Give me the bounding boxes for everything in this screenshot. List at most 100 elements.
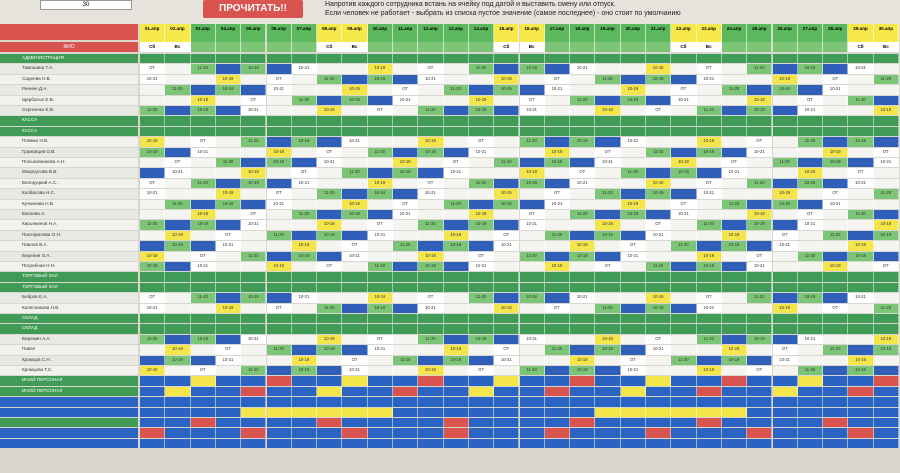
shift-cell[interactable] xyxy=(823,220,849,230)
shift-cell[interactable] xyxy=(241,147,267,157)
shift-cell[interactable] xyxy=(873,199,899,209)
top-cell[interactable]: 30 xyxy=(40,0,132,10)
shift-cell[interactable] xyxy=(494,376,520,386)
shift-cell[interactable] xyxy=(721,189,748,199)
shift-cell[interactable] xyxy=(823,168,849,178)
shift-cell[interactable] xyxy=(215,95,242,105)
shift-cell[interactable] xyxy=(519,54,545,64)
shift-cell[interactable]: 10-21 xyxy=(620,137,646,147)
shift-cell[interactable]: ОТ xyxy=(468,366,495,376)
shift-cell[interactable] xyxy=(671,64,697,74)
shift-cell[interactable] xyxy=(266,324,292,334)
shift-cell[interactable] xyxy=(848,54,874,64)
shift-cell[interactable] xyxy=(393,137,419,147)
shift-cell[interactable] xyxy=(140,314,166,324)
shift-cell[interactable] xyxy=(595,64,621,74)
shift-cell[interactable] xyxy=(595,293,621,303)
shift-cell[interactable] xyxy=(367,54,393,64)
shift-cell[interactable] xyxy=(165,126,191,137)
shift-cell[interactable] xyxy=(165,95,191,105)
shift-cell[interactable]: 10-19 xyxy=(190,95,216,105)
shift-cell[interactable] xyxy=(595,116,621,126)
shift-cell[interactable] xyxy=(570,147,596,157)
shift-cell[interactable] xyxy=(671,262,697,272)
shift-cell[interactable] xyxy=(519,386,545,397)
shift-cell[interactable] xyxy=(823,334,849,345)
shift-cell[interactable] xyxy=(215,64,242,74)
shift-cell[interactable] xyxy=(266,334,292,345)
shift-cell[interactable]: ОТ xyxy=(620,241,646,251)
shift-cell[interactable]: 10-21 xyxy=(418,74,444,85)
shift-cell[interactable] xyxy=(393,345,419,355)
shift-cell[interactable] xyxy=(721,54,748,64)
shift-cell[interactable]: 10-19 xyxy=(317,334,343,345)
shift-cell[interactable] xyxy=(241,158,267,168)
shift-cell[interactable] xyxy=(342,293,368,303)
shift-cell[interactable]: 10-21 xyxy=(140,189,166,199)
shift-cell[interactable]: 11-20 xyxy=(165,199,191,209)
shift-cell[interactable]: 10-19 xyxy=(519,168,545,178)
shift-cell[interactable]: 10-19 xyxy=(595,106,621,116)
shift-cell[interactable] xyxy=(747,241,773,251)
shift-cell[interactable] xyxy=(873,85,899,95)
shift-cell[interactable] xyxy=(165,386,191,397)
shift-cell[interactable] xyxy=(241,54,267,64)
shift-cell[interactable]: 10-19 xyxy=(468,334,495,345)
shift-cell[interactable]: ОТ xyxy=(747,251,773,261)
shift-cell[interactable] xyxy=(317,251,343,261)
shift-cell[interactable] xyxy=(215,324,242,334)
shift-cell[interactable]: 10-19 xyxy=(241,178,267,189)
shift-cell[interactable] xyxy=(317,210,343,220)
shift-cell[interactable] xyxy=(620,189,646,199)
shift-cell[interactable]: ОТ xyxy=(215,345,242,355)
shift-cell[interactable] xyxy=(241,189,267,199)
shift-cell[interactable] xyxy=(848,334,874,345)
shift-cell[interactable] xyxy=(190,126,216,137)
shift-cell[interactable]: 10-19 xyxy=(317,220,343,230)
shift-cell[interactable]: 10-19 xyxy=(747,106,773,116)
shift-cell[interactable] xyxy=(721,74,748,85)
shift-cell[interactable] xyxy=(620,282,646,293)
shift-cell[interactable]: 10-21 xyxy=(696,189,722,199)
shift-cell[interactable]: 10-19 xyxy=(140,137,166,147)
shift-cell[interactable] xyxy=(367,85,393,95)
shift-cell[interactable]: 10-21 xyxy=(570,293,596,303)
shift-cell[interactable]: 10-19 xyxy=(494,85,520,95)
shift-cell[interactable]: 10-21 xyxy=(671,95,697,105)
shift-cell[interactable] xyxy=(241,386,267,397)
shift-cell[interactable] xyxy=(443,303,469,313)
shift-cell[interactable] xyxy=(696,54,722,64)
shift-cell[interactable]: 10-19 xyxy=(342,199,368,209)
shift-cell[interactable] xyxy=(367,355,393,365)
shift-cell[interactable] xyxy=(468,355,495,365)
shift-cell[interactable] xyxy=(190,386,216,397)
shift-cell[interactable] xyxy=(570,54,596,64)
shift-cell[interactable] xyxy=(317,314,343,324)
shift-cell[interactable]: 10-21 xyxy=(544,85,571,95)
shift-cell[interactable] xyxy=(494,126,520,137)
shift-cell[interactable] xyxy=(848,158,874,168)
shift-cell[interactable] xyxy=(443,314,469,324)
shift-cell[interactable]: 10-21 xyxy=(317,158,343,168)
shift-cell[interactable]: ОТ xyxy=(266,74,292,85)
shift-cell[interactable]: 11-20 xyxy=(494,158,520,168)
shift-cell[interactable]: 10-19 xyxy=(570,366,596,376)
shift-cell[interactable] xyxy=(772,366,798,376)
shift-cell[interactable]: 10-21 xyxy=(140,303,166,313)
shift-cell[interactable] xyxy=(317,168,343,178)
shift-cell[interactable] xyxy=(595,324,621,334)
shift-cell[interactable] xyxy=(165,262,191,272)
shift-cell[interactable] xyxy=(873,282,899,293)
shift-cell[interactable] xyxy=(140,95,166,105)
shift-cell[interactable] xyxy=(342,282,368,293)
shift-cell[interactable] xyxy=(873,314,899,324)
shift-cell[interactable] xyxy=(595,95,621,105)
shift-cell[interactable]: 10-21 xyxy=(519,106,545,116)
shift-cell[interactable] xyxy=(418,210,444,220)
shift-cell[interactable]: 11-20 xyxy=(418,220,444,230)
shift-cell[interactable] xyxy=(468,386,495,397)
shift-cell[interactable]: 11-20 xyxy=(848,95,874,105)
shift-cell[interactable] xyxy=(215,262,242,272)
shift-cell[interactable] xyxy=(797,147,824,157)
shift-cell[interactable] xyxy=(772,386,798,397)
